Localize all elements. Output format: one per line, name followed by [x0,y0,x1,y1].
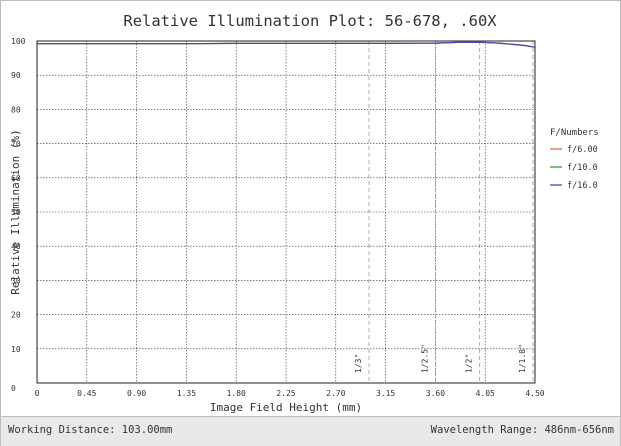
y-tick-label: 90 [11,71,21,80]
x-tick-label: 3.15 [376,389,395,398]
annotation-label: 1/2.5" [420,344,429,373]
wavelength-range-text: Wavelength Range: 486nm-656nm [430,424,614,436]
y-tick-label: 60 [11,174,21,183]
legend-item-label: f/10.0 [567,163,598,173]
annotation-label: 1/1.8" [518,344,527,373]
series-lines [37,41,536,48]
x-tick-label: 2.70 [326,389,345,398]
chart-title: Relative Illumination Plot: 56-678, .60X [123,12,497,30]
series-line [37,41,536,48]
x-tick-label: 3.60 [426,389,445,398]
legend-item-label: f/6.00 [567,145,598,155]
plot-border [36,40,536,384]
x-axis-label: Image Field Height (mm) [210,401,362,414]
x-tick-label: 1.80 [227,389,246,398]
y-tick-label: 100 [11,37,26,46]
x-tick-label: 2.25 [276,389,295,398]
y-tick-label: 80 [11,105,21,114]
x-tick-label: 4.50 [525,389,544,398]
y-axis-label: Relative Illumination (%) [9,129,22,295]
y-tick-label: 0 [11,384,16,393]
legend: F/Numbers f/6.00 f/10.0 f/16.0 [550,128,599,191]
x-tick-label: 4.05 [476,389,495,398]
legend-item-label: f/16.0 [567,181,598,191]
status-footer: Working Distance: 103.00mm Wavelength Ra… [1,416,620,446]
y-tick-label: 50 [11,208,21,217]
legend-title: F/Numbers [550,128,599,138]
y-tick-label: 20 [11,311,21,320]
working-distance-text: Working Distance: 103.00mm [8,424,173,436]
y-tick-label: 40 [11,242,21,251]
y-tick-label: 10 [11,345,21,354]
y-tick-labels: 0 10 20 30 40 50 60 70 80 90 100 [11,37,26,393]
annotation-label: 1/2" [465,354,474,373]
y-tick-label: 30 [11,276,21,285]
x-tick-label: 0.90 [127,389,146,398]
x-tick-label: 0.45 [77,389,96,398]
grid [37,41,535,383]
y-tick-label: 70 [11,140,21,149]
x-tick-label: 1.35 [177,389,196,398]
x-tick-label: 0 [35,389,40,398]
size-annotations: 1/3" 1/2.5" 1/2" 1/1.8" [354,41,534,383]
x-tick-labels: 0 0.45 0.90 1.35 1.80 2.25 2.70 3.15 3.60 4.05 4.5… [35,389,545,398]
annotation-label: 1/3" [354,354,363,373]
